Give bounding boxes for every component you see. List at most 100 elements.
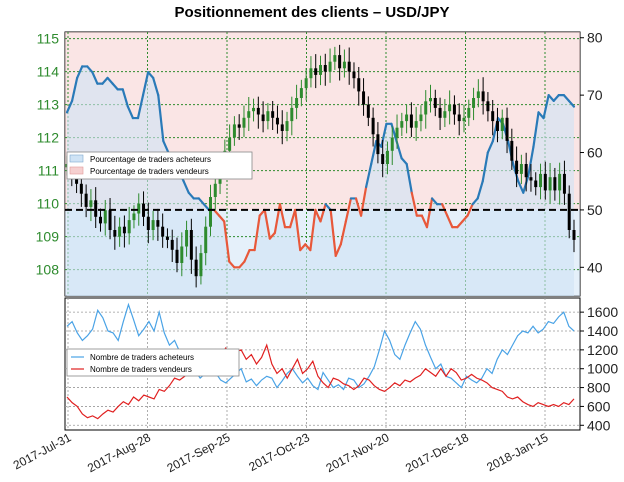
candle-body — [137, 203, 141, 214]
candle-body — [213, 183, 217, 197]
long-percent-segment — [121, 88, 129, 108]
count-legend-box — [66, 348, 240, 377]
long-percent-segment — [400, 157, 408, 166]
candle-body — [84, 193, 88, 207]
candle-body — [328, 61, 332, 72]
long-percent-segment — [157, 94, 165, 143]
candle-body — [548, 177, 552, 191]
candle-body — [529, 177, 533, 181]
long-percent-segment — [562, 94, 571, 102]
candle-body — [385, 150, 389, 164]
candle-body — [515, 160, 519, 174]
long-percent-segment — [288, 208, 297, 229]
long-percent-segment — [111, 82, 119, 91]
candle-body — [424, 101, 428, 115]
candle-body — [185, 230, 189, 247]
candle-body — [266, 111, 270, 122]
long-percent-segment — [136, 94, 145, 120]
date-tick-label: 2017-Dec-18 — [403, 430, 471, 475]
count-tick-label: 1000 — [587, 361, 618, 377]
price-tick-label: 114 — [37, 64, 60, 80]
candle-body — [199, 253, 203, 277]
long-percent-segment — [294, 208, 302, 252]
long-percent-segment — [370, 139, 378, 166]
candle-body — [409, 114, 413, 128]
long-percent-segment — [91, 71, 99, 85]
percent-legend: Pourcentage de traders acheteurs Pourcent… — [66, 151, 253, 180]
candle-body — [232, 124, 236, 138]
long-percent-segment — [238, 260, 246, 269]
candle-body — [357, 78, 361, 92]
candle-body — [381, 154, 385, 164]
long-percent-segment — [405, 162, 413, 194]
candle-body — [486, 101, 490, 112]
candle-body — [347, 61, 351, 72]
long-percent-segment — [319, 203, 327, 223]
candle-body — [295, 98, 299, 108]
candle-body — [395, 127, 399, 138]
candle-body — [429, 98, 433, 102]
long-percent-segment — [223, 220, 231, 263]
long-percent-segment — [278, 203, 287, 229]
candle-body — [414, 121, 418, 128]
candle-body — [151, 220, 155, 230]
long-percent-segment — [532, 111, 540, 148]
candle-body — [79, 183, 83, 194]
percent-tick-label: 60 — [587, 145, 603, 161]
count-tick-label: 800 — [587, 380, 611, 396]
candle-body — [481, 91, 485, 102]
sellers-count-line — [66, 343, 575, 420]
candle-body — [562, 173, 566, 194]
candle-body — [304, 78, 308, 89]
candle-body — [156, 220, 160, 227]
legend-swatch-long — [69, 154, 84, 163]
price-tick-label: 112 — [37, 130, 60, 146]
candle-body — [175, 249, 179, 263]
candle-body — [103, 210, 107, 224]
candle-body — [400, 121, 404, 128]
candle-body — [352, 71, 356, 79]
candle-body — [132, 213, 136, 221]
candle-body — [194, 259, 198, 277]
candle-body — [338, 55, 342, 69]
date-tick-label: 2018-Jan-15 — [484, 430, 550, 474]
long-percent-segment — [334, 243, 342, 257]
count-legend: Nombre de traders acheteurs Nombre de tra… — [66, 348, 240, 377]
candle-body — [242, 117, 246, 128]
long-percent-segment — [228, 260, 236, 269]
candle-body — [256, 107, 260, 115]
long-percent-segment — [86, 65, 94, 74]
candle-body — [280, 124, 284, 131]
candle-body — [189, 230, 193, 260]
candle-body — [122, 226, 126, 234]
candle-body — [165, 236, 169, 240]
candle-body — [113, 230, 117, 237]
candle-body — [275, 117, 279, 125]
long-percent-segment — [359, 185, 368, 217]
long-percent-segment — [527, 145, 535, 177]
candle-body — [467, 107, 471, 118]
price-tick-label: 111 — [38, 163, 59, 179]
candle-body — [524, 164, 528, 178]
candle-body — [452, 104, 456, 115]
candle-body — [228, 137, 232, 151]
price-tick-label: 113 — [37, 97, 60, 113]
candle-body — [309, 68, 313, 79]
long-percent-segment — [101, 76, 109, 85]
long-percent-segment — [70, 76, 79, 102]
long-percent-segment — [268, 231, 276, 240]
long-percent-segment — [542, 94, 550, 120]
candle-body — [161, 226, 165, 237]
candle-body — [208, 197, 212, 227]
candle-body — [491, 111, 495, 122]
long-percent-segment — [410, 191, 418, 217]
candle-body — [376, 134, 380, 155]
candle-body — [89, 200, 93, 207]
candle-body — [438, 107, 442, 118]
candle-body — [314, 68, 318, 75]
candle-body — [319, 65, 322, 75]
candle-body — [247, 111, 251, 118]
long-percent-segment — [182, 180, 190, 194]
date-tick-label: 2017-Oct-23 — [246, 430, 312, 474]
